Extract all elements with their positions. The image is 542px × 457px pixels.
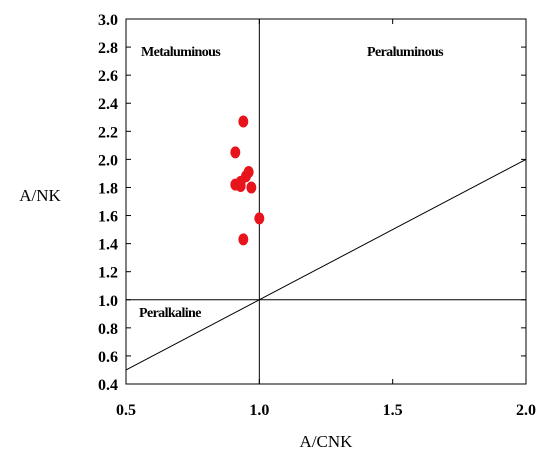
x-ticks: 0.5 1.0 1.5 2.0 (116, 19, 536, 419)
region-label-peralkaline: Peralkaline (139, 306, 201, 321)
y-tick-label: 2.0 (98, 152, 118, 169)
x-tick-label: 1.0 (249, 402, 269, 419)
plot-frame (125, 18, 527, 385)
y-tick-label: 0.8 (98, 321, 118, 338)
region-label-metaluminous: Metaluminous (141, 45, 221, 60)
data-point (230, 146, 241, 159)
y-tick-label: 1.0 (98, 293, 118, 310)
y-tick-label: 0.4 (98, 377, 118, 394)
data-points (230, 115, 265, 246)
diagonal-boundary (125, 158, 527, 371)
x-tick-label: 2.0 (516, 402, 536, 419)
y-tick-label: 2.8 (98, 40, 118, 57)
x-tick-label: 0.5 (116, 402, 136, 419)
y-ticks: 0.4 0.6 0.8 1.0 1.2 1.4 1.6 1.8 2.0 2.2 2.4 2.6 2.8 3… (98, 12, 526, 394)
x-axis-title: A/CNK (300, 432, 354, 451)
data-point (238, 115, 249, 128)
y-tick-label: 1.4 (98, 237, 118, 254)
y-tick-label: 1.6 (98, 209, 118, 226)
boundary-lines (125, 19, 527, 384)
data-point (254, 212, 265, 225)
region-label-peraluminous: Peraluminous (367, 45, 444, 60)
x-tick-label: 1.5 (383, 402, 403, 419)
y-tick-label: 1.8 (98, 180, 118, 197)
y-tick-label: 2.2 (98, 124, 118, 141)
y-tick-label: 1.2 (98, 265, 118, 282)
y-axis-title: A/NK (19, 186, 61, 205)
y-tick-label: 2.6 (98, 68, 118, 85)
y-tick-label: 3.0 (98, 12, 118, 29)
data-point (238, 233, 249, 246)
data-point (246, 181, 257, 194)
data-point (235, 180, 246, 193)
y-tick-label: 2.4 (98, 96, 118, 113)
y-tick-label: 0.6 (98, 349, 118, 366)
